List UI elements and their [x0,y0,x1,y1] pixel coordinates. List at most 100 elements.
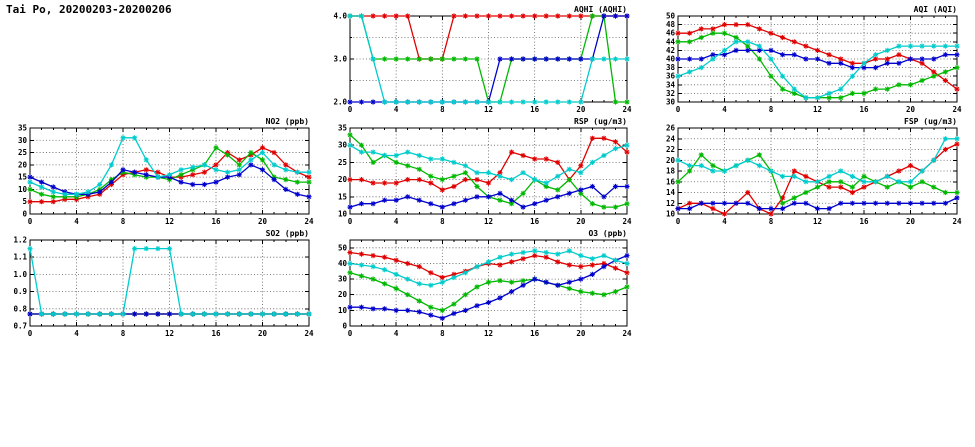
svg-text:24: 24 [666,134,676,143]
svg-text:46: 46 [666,29,676,38]
svg-text:20: 20 [576,217,586,226]
svg-text:24: 24 [622,329,632,338]
svg-text:12: 12 [484,217,493,226]
svg-text:30: 30 [18,136,28,145]
svg-text:26: 26 [666,124,676,133]
svg-text:16: 16 [530,217,540,226]
svg-text:16: 16 [859,217,869,226]
svg-text:14: 14 [666,188,676,197]
svg-text:36: 36 [666,72,676,81]
svg-text:30: 30 [338,141,348,150]
plot-o3: 0 4 8 12 16 20 24 0 10 20 30 40 50 O3 (ppb) [338,229,632,338]
plot-aqhi: 0 4 8 12 16 20 24 2.0 3.0 4.0 AQHI (AQHI) [333,5,632,114]
svg-text:18: 18 [666,167,676,176]
svg-text:30: 30 [338,275,348,284]
chart-fsp: 0 4 8 12 16 20 24 10 12 14 16 18 20 22 24 26 FSP (ug/m3) [652,115,962,227]
svg-text:RSP (ug/m3): RSP (ug/m3) [574,117,627,126]
chart-o3: 0 4 8 12 16 20 24 0 10 20 30 40 50 O3 (ppb) [324,227,632,339]
svg-text:20: 20 [906,105,916,114]
svg-text:25: 25 [18,148,27,157]
svg-text:0: 0 [28,217,33,226]
svg-text:12: 12 [484,105,493,114]
svg-text:5: 5 [22,197,27,206]
svg-text:12: 12 [165,217,174,226]
svg-text:1.2: 1.2 [13,236,27,245]
svg-text:20: 20 [666,156,676,165]
svg-text:24: 24 [952,217,962,226]
svg-text:0: 0 [676,105,681,114]
svg-text:20: 20 [18,160,28,169]
svg-text:8: 8 [440,105,445,114]
svg-text:0: 0 [22,210,27,219]
svg-text:0.8: 0.8 [13,304,27,313]
svg-text:1.0: 1.0 [13,270,27,279]
svg-text:50: 50 [666,12,676,21]
svg-text:10: 10 [18,185,28,194]
svg-text:40: 40 [666,55,676,64]
svg-text:30: 30 [666,98,676,107]
svg-text:40: 40 [338,259,348,268]
svg-text:12: 12 [813,105,822,114]
svg-text:15: 15 [18,173,27,182]
chart-no2: 0 4 8 12 16 20 24 0 5 10 15 20 25 30 35 NO2 (ppb) [4,115,314,227]
svg-text:8: 8 [769,217,774,226]
svg-text:4: 4 [394,217,399,226]
svg-text:20: 20 [258,217,268,226]
svg-text:44: 44 [666,37,676,46]
svg-text:22: 22 [666,145,675,154]
svg-text:3.0: 3.0 [333,55,347,64]
svg-text:25: 25 [338,158,347,167]
svg-text:AQHI (AQHI): AQHI (AQHI) [574,5,627,14]
svg-text:42: 42 [666,46,675,55]
svg-text:16: 16 [211,217,221,226]
svg-text:8: 8 [440,217,445,226]
svg-text:1.1: 1.1 [13,253,27,262]
svg-text:24: 24 [622,217,632,226]
svg-text:16: 16 [530,105,540,114]
svg-text:24: 24 [952,105,962,114]
svg-text:4: 4 [74,217,79,226]
svg-text:4: 4 [74,329,79,338]
svg-text:12: 12 [666,199,675,208]
svg-text:50: 50 [338,243,348,252]
svg-text:4: 4 [722,217,727,226]
svg-text:0: 0 [28,329,33,338]
svg-text:24: 24 [304,217,314,226]
svg-text:FSP (ug/m3): FSP (ug/m3) [904,117,957,126]
svg-text:SO2 (ppb): SO2 (ppb) [266,229,309,238]
svg-text:10: 10 [666,210,676,219]
svg-text:4: 4 [394,105,399,114]
svg-text:12: 12 [165,329,174,338]
svg-text:20: 20 [338,175,348,184]
svg-text:12: 12 [813,217,822,226]
svg-text:24: 24 [622,105,632,114]
svg-text:O3 (ppb): O3 (ppb) [588,229,627,238]
svg-text:10: 10 [338,210,348,219]
svg-text:16: 16 [666,177,676,186]
svg-text:35: 35 [18,124,27,133]
svg-text:NO2 (ppb): NO2 (ppb) [266,117,309,126]
svg-text:0.7: 0.7 [13,322,27,331]
svg-text:8: 8 [121,217,126,226]
svg-text:32: 32 [666,89,675,98]
svg-text:16: 16 [211,329,221,338]
svg-text:20: 20 [906,217,916,226]
svg-text:35: 35 [338,124,347,133]
svg-text:34: 34 [666,80,676,89]
svg-text:4.0: 4.0 [333,12,347,21]
plot-rsp: 0 4 8 12 16 20 24 10 15 20 25 30 35 RSP (ug/m3) [338,117,632,226]
svg-text:4: 4 [722,105,727,114]
chart-aqhi: 0 4 8 12 16 20 24 2.0 3.0 4.0 AQHI (AQHI) [324,3,632,115]
svg-text:16: 16 [530,329,540,338]
svg-text:10: 10 [338,306,348,315]
svg-text:AQI (AQI): AQI (AQI) [914,5,957,14]
chart-aqi: 0 4 8 12 16 20 24 30 32 34 36 38 40 42 44 46 48 50 AQI (AQ… [652,3,962,115]
svg-text:24: 24 [304,329,314,338]
svg-text:20: 20 [258,329,268,338]
plot-no2: 0 4 8 12 16 20 24 0 5 10 15 20 25 30 35 NO2 (ppb) [18,117,314,226]
chart-rsp: 0 4 8 12 16 20 24 10 15 20 25 30 35 RSP (ug/m3) [324,115,632,227]
svg-text:8: 8 [440,329,445,338]
chart-so2: 0 4 8 12 16 20 24 0.7 0.8 0.9 1.0 1.1 1.2 SO2 (ppb) [4,227,314,339]
